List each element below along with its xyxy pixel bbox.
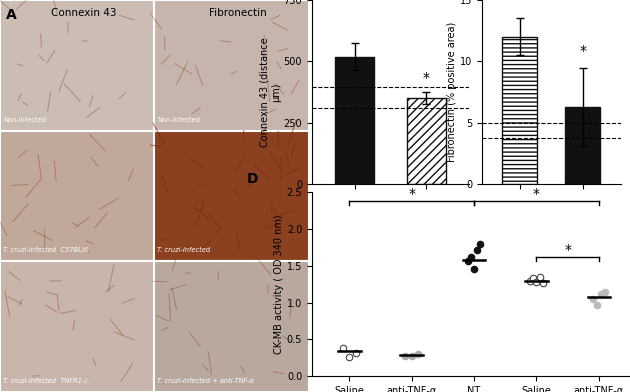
Point (588, 296, 598, 302)
Bar (0, 0, 154, 131)
Point (592, 302, 602, 308)
Text: Connexin 43: Connexin 43 (50, 8, 116, 18)
Point (469, 266, 479, 272)
Y-axis label: Connexin 43 (distance
μm): Connexin 43 (distance μm) (259, 37, 281, 147)
Point (350, 350, 360, 356)
Point (344, 354, 354, 360)
Bar (0, 131, 154, 261)
Text: T. cruzi-infected  TNFR1-/-: T. cruzi-infected TNFR1-/- (3, 378, 89, 384)
Point (534, 274, 544, 280)
Text: Fibronectin: Fibronectin (209, 8, 266, 18)
Text: T. cruzi-infected + anti-TNF-α: T. cruzi-infected + anti-TNF-α (158, 378, 254, 384)
Point (466, 254, 476, 260)
Text: Non-infected: Non-infected (3, 117, 46, 123)
Text: T. cruzi-infected  C57BL/6: T. cruzi-infected C57BL/6 (3, 247, 88, 254)
Text: D: D (247, 172, 258, 186)
Bar (407, 98, 446, 184)
Point (401, 352, 411, 359)
Text: *: * (408, 187, 415, 201)
Point (532, 279, 542, 285)
Point (406, 353, 416, 359)
Point (338, 345, 348, 352)
Y-axis label: Fibronectin (% positive area): Fibronectin (% positive area) (447, 22, 457, 162)
Y-axis label: CK-MB activity ( OD 340 nm): CK-MB activity ( OD 340 nm) (274, 214, 284, 354)
Bar (0, 261, 154, 392)
Point (537, 280, 547, 287)
Text: T. cruzi-infected: T. cruzi-infected (158, 247, 210, 254)
Text: Non-infected: Non-infected (158, 117, 200, 123)
Bar (154, 261, 309, 392)
Point (463, 258, 473, 264)
Text: A: A (6, 8, 17, 22)
Point (413, 351, 423, 358)
Point (596, 290, 606, 297)
Point (472, 247, 482, 253)
Bar (503, 37, 537, 184)
Text: *: * (579, 44, 587, 58)
Bar (154, 131, 309, 261)
Text: *: * (564, 243, 571, 257)
Point (525, 278, 536, 284)
Bar (566, 107, 600, 184)
Text: *: * (423, 71, 430, 85)
Point (600, 289, 610, 295)
Text: *: * (533, 187, 540, 201)
Bar (154, 0, 309, 131)
Bar (335, 56, 374, 184)
Point (529, 275, 539, 281)
Point (475, 241, 485, 247)
